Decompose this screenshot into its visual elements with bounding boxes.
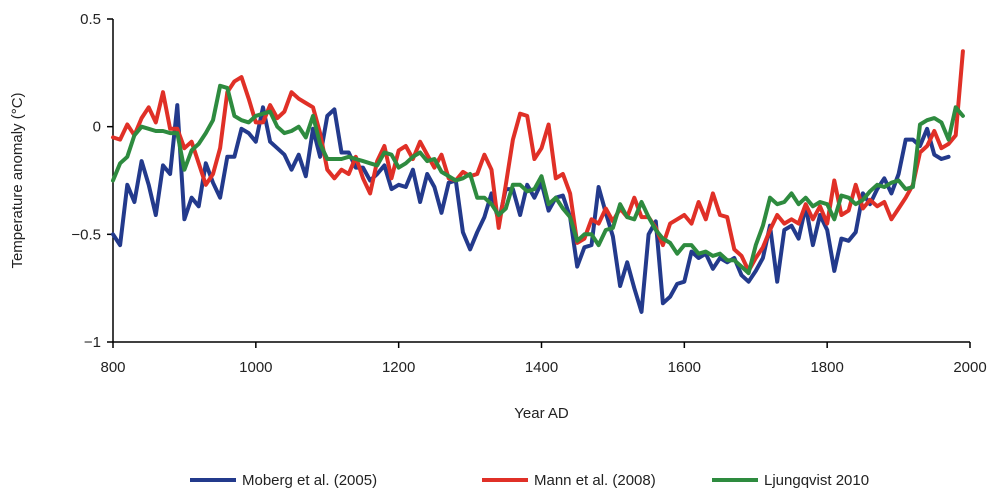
legend-item: Ljungqvist 2010 [712, 472, 869, 489]
y-tick-label: −0.5 [71, 226, 101, 243]
legend-item: Mann et al. (2008) [482, 472, 656, 489]
y-tick-label: 0.5 [80, 11, 101, 28]
series-lines [111, 49, 965, 314]
legend: Moberg et al. (2005) Mann et al. (2008) Lj… [190, 472, 869, 489]
y-tick-label: −1 [84, 334, 101, 351]
legend-item: Moberg et al. (2005) [190, 472, 377, 489]
series-line-1 [111, 49, 965, 273]
y-axis-title: Temperature anomaly (°C) [9, 92, 26, 268]
y-tick-label: 0 [93, 119, 101, 136]
x-axis-title: Year AD [514, 405, 569, 422]
x-tick-label: 800 [100, 359, 125, 376]
legend-label: Ljungqvist 2010 [764, 472, 869, 489]
x-tick-label: 1600 [668, 359, 701, 376]
y-ticks: 0.5 0 −0.5 −1 [71, 11, 113, 351]
legend-label: Moberg et al. (2005) [242, 472, 377, 489]
legend-label: Mann et al. (2008) [534, 472, 656, 489]
x-tick-label: 1000 [239, 359, 272, 376]
x-tick-label: 1200 [382, 359, 415, 376]
x-tick-label: 1400 [525, 359, 558, 376]
x-ticks: 800 1000 1200 1400 1600 1800 2000 [100, 342, 987, 376]
x-tick-label: 2000 [953, 359, 986, 376]
series-line-2 [111, 83, 965, 276]
x-tick-label: 1800 [810, 359, 843, 376]
